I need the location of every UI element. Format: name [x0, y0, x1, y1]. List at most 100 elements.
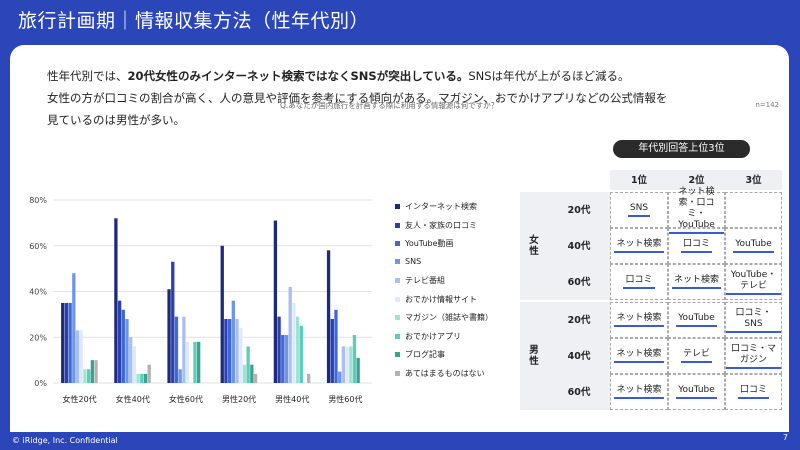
- rank-cell: ネット検索: [668, 264, 725, 300]
- summary-line3: 見ているのは男性が多い。: [47, 113, 185, 127]
- rank-cell: SNS: [610, 192, 668, 228]
- legend-swatch: [395, 333, 400, 339]
- rank-value: 口コミ・SNS: [726, 308, 781, 333]
- bar: [61, 302, 65, 383]
- age-label: 20代: [548, 192, 610, 228]
- summary-line1-post: SNSは年代が上がるほど減る。: [468, 69, 630, 83]
- rank-cell: 口コミ・SNS: [725, 302, 782, 338]
- bar: [68, 302, 72, 383]
- bar: [83, 369, 87, 383]
- rank-value: YouTube・テレビ: [726, 270, 781, 295]
- rank-cell: YouTube: [725, 228, 782, 264]
- rank-value: ネット検索: [614, 349, 664, 363]
- legend-item: 友人・家族の口コミ: [395, 220, 477, 231]
- bar: [143, 373, 148, 383]
- rank-value: ネット検索: [614, 385, 664, 399]
- x-tick-label: 女性20代: [62, 394, 96, 404]
- rank-cell: 口コミ: [610, 264, 668, 300]
- legend-label: おでかけ情報サイト: [405, 294, 477, 304]
- page-number: 7: [782, 433, 788, 442]
- bar: [174, 316, 179, 383]
- rank-cell: ネット検索: [610, 374, 668, 410]
- rank-value: SNS: [627, 203, 651, 217]
- rank-cell: ネット検索・口コミ・YouTube: [668, 187, 725, 234]
- bar: [235, 318, 239, 383]
- rank-column-header: 2位: [668, 170, 725, 190]
- bar: [349, 346, 353, 383]
- legend-swatch: [395, 352, 400, 357]
- bar: [129, 337, 133, 383]
- bar: [239, 328, 243, 383]
- summary-line1-pre: 性年代別では、: [47, 69, 128, 83]
- legend-item: マガジン（雑誌や書籍）: [395, 312, 493, 323]
- bar: [197, 341, 201, 383]
- bar: [167, 289, 171, 383]
- bar: [185, 341, 190, 383]
- bar: [334, 309, 338, 383]
- bar: [284, 334, 289, 383]
- rank-cell: ネット検索: [610, 302, 668, 338]
- rank-cell: テレビ: [668, 338, 725, 374]
- bar: [94, 360, 98, 383]
- rank-value: テレビ: [680, 349, 712, 363]
- gender-char: 性: [529, 356, 539, 367]
- rank-cell: ネット検索: [610, 338, 668, 374]
- bar: [114, 218, 118, 383]
- bar: [72, 273, 76, 383]
- survey-question: Q.あなたが国内旅行を計画する際に利用する情報源は何ですか？: [280, 101, 499, 110]
- legend-label: おでかけアプリ: [405, 331, 461, 341]
- bar: [288, 286, 292, 383]
- ranking-title: 年代別回答上位3位: [613, 140, 750, 158]
- rank-cell: [725, 192, 782, 228]
- content-card: 性年代別では、20代女性のみインターネット検索ではなくSNSが突出している。SN…: [10, 45, 789, 432]
- age-label: 40代: [548, 338, 610, 374]
- rank-value: YouTube: [733, 239, 774, 253]
- age-label: 40代: [548, 228, 610, 264]
- legend-label: インターネット検索: [405, 202, 477, 211]
- bar: [231, 300, 235, 383]
- bar: [75, 330, 80, 383]
- legend-label: あてはまるものはない: [405, 368, 485, 378]
- legend-swatch: [395, 222, 400, 228]
- sample-size-label: n=142: [755, 101, 779, 109]
- age-label: 60代: [548, 264, 610, 300]
- y-tick-label: 20%: [29, 333, 47, 342]
- legend-label: マガジン（雑誌や書籍）: [405, 313, 493, 322]
- bar: [140, 373, 144, 383]
- rank-value: 口コミ: [623, 275, 655, 289]
- bar: [253, 373, 258, 383]
- bar: [79, 330, 83, 383]
- bar: [125, 318, 129, 383]
- bar: [246, 346, 250, 383]
- bar: [224, 318, 228, 383]
- bar: [250, 364, 254, 383]
- legend-swatch: [395, 296, 400, 302]
- legend-swatch: [395, 204, 400, 209]
- rank-cell: YouTube: [668, 302, 725, 338]
- legend-item: インターネット検索: [395, 201, 477, 212]
- rank-value: 口コミ・マガジン: [726, 344, 781, 369]
- bar: [326, 250, 331, 383]
- x-tick-label: 男性20代: [222, 394, 256, 404]
- legend-swatch: [395, 315, 400, 320]
- legend-label: YouTube動画: [405, 239, 454, 248]
- bar: [345, 346, 349, 383]
- legend-item: テレビ番組: [395, 275, 445, 286]
- y-tick-label: 60%: [29, 242, 47, 251]
- rank-cell: YouTube・テレビ: [725, 264, 782, 300]
- bar: [64, 302, 69, 383]
- confidential-footer: © iRidge, Inc. Confidential: [12, 436, 118, 445]
- legend-item: ブログ記事: [395, 349, 445, 360]
- header-spacer: [520, 170, 610, 190]
- bar: [136, 373, 140, 383]
- bar: [356, 357, 360, 383]
- rank-value: 口コミ: [680, 239, 712, 253]
- bar: [299, 325, 303, 383]
- rank-column-header: 3位: [725, 170, 782, 190]
- bar: [220, 245, 224, 383]
- legend-item: あてはまるものはない: [395, 368, 485, 379]
- rank-column-header: 1位: [610, 170, 668, 190]
- legend-swatch: [395, 370, 400, 376]
- legend-item: SNS: [395, 257, 421, 266]
- rank-value: ネット検索: [614, 239, 664, 253]
